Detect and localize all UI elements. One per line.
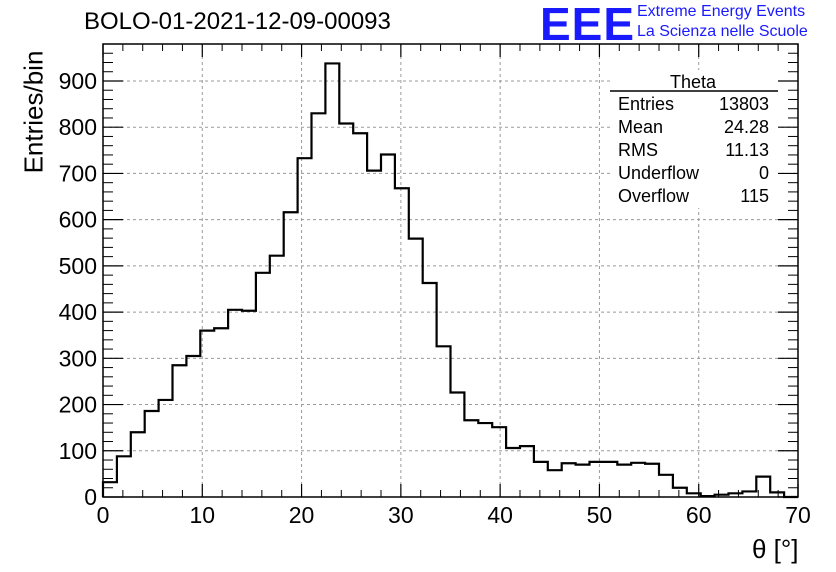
- histogram-bin: [603, 462, 617, 497]
- histogram-bin: [631, 463, 645, 497]
- stats-row-value: 24.28: [724, 117, 769, 137]
- histogram-bin: [381, 154, 395, 497]
- histogram-bin: [298, 158, 312, 497]
- x-tick-label: 0: [97, 502, 110, 528]
- histogram-bin: [325, 63, 339, 497]
- y-tick-label: 500: [59, 253, 97, 279]
- stats-box-background: [610, 70, 778, 208]
- tick-labels: 0 10 20 30 40 50 60 700100200300400500600700800…: [59, 68, 811, 528]
- y-tick-label: 100: [59, 438, 97, 464]
- histogram-bin: [353, 133, 367, 497]
- histogram-bin: [256, 273, 270, 497]
- histogram-bin: [214, 328, 228, 497]
- stats-row-label: Entries: [618, 94, 674, 114]
- stats-header: Theta: [670, 72, 717, 92]
- histogram-bin: [659, 475, 673, 497]
- y-tick-label: 400: [59, 299, 97, 325]
- y-tick-label: 800: [59, 114, 97, 140]
- histogram-bin: [339, 124, 353, 497]
- histogram-bin: [103, 482, 117, 497]
- histogram-bin: [242, 311, 256, 497]
- x-tick-label: 70: [785, 502, 811, 528]
- y-tick-label: 900: [59, 68, 97, 94]
- histogram-bin: [590, 462, 604, 497]
- stats-row-value: 11.13: [725, 140, 769, 160]
- histogram-outline: [101, 62, 798, 499]
- x-tick-label: 30: [388, 502, 414, 528]
- y-tick-label: 0: [84, 484, 97, 510]
- histogram-bin: [673, 488, 687, 497]
- histogram-bin: [145, 411, 159, 497]
- stats-row-label: RMS: [618, 140, 658, 160]
- x-tick-label: 60: [686, 502, 712, 528]
- histogram-bin: [534, 462, 548, 497]
- logo-subtitle-line1: Extreme Energy Events: [637, 3, 806, 20]
- histogram-bin: [506, 448, 520, 497]
- stats-row-label: Underflow: [618, 163, 700, 183]
- stats-row-value: 0: [759, 163, 769, 183]
- histogram-bin: [576, 465, 590, 497]
- x-tick-label: 20: [289, 502, 315, 528]
- histogram-bin: [645, 464, 659, 497]
- histogram-bin: [520, 446, 534, 497]
- histogram-bin: [423, 283, 437, 497]
- histogram-bin: [228, 310, 242, 497]
- stats-row-label: Mean: [618, 117, 663, 137]
- y-tick-label: 200: [59, 392, 97, 418]
- stats-row-value: 115: [740, 186, 769, 206]
- histogram-bin: [159, 400, 173, 497]
- histogram-bin: [464, 420, 478, 497]
- histogram-bin: [173, 365, 187, 497]
- histogram-bin: [131, 432, 145, 497]
- y-tick-label: 600: [59, 207, 97, 233]
- histogram-bin: [451, 393, 465, 497]
- histogram-bin: [186, 356, 200, 497]
- histogram-bin: [409, 239, 423, 497]
- histogram-bin: [117, 456, 131, 497]
- x-tick-label: 40: [487, 502, 513, 528]
- histogram-bin: [284, 212, 298, 497]
- eee-logo: EEE: [540, 0, 636, 50]
- stats-box: Theta Entries 13803 Mean 24.28 RMS 11.13 Under…: [610, 70, 778, 208]
- stats-row-value: 13803: [719, 94, 769, 114]
- histogram-bin: [437, 346, 451, 497]
- histogram-bin: [562, 463, 576, 497]
- histogram-bin: [270, 256, 284, 497]
- histogram-layer: [101, 62, 798, 499]
- y-tick-label: 300: [59, 345, 97, 371]
- plot-frame: [102, 43, 799, 498]
- histogram-bin: [395, 188, 409, 497]
- histogram-bin: [492, 427, 506, 497]
- grid-lines: [103, 44, 798, 497]
- axes: [102, 43, 799, 498]
- y-tick-label: 700: [59, 160, 97, 186]
- stats-row-label: Overflow: [618, 186, 690, 206]
- chart-title: BOLO-01-2021-12-09-00093: [84, 8, 391, 35]
- x-tick-label: 10: [189, 502, 215, 528]
- histogram-bin: [312, 113, 326, 497]
- x-tick-label: 50: [587, 502, 613, 528]
- histogram-bin: [478, 423, 492, 497]
- logo-subtitle-line2: La Scienza nelle Scuole: [637, 23, 808, 40]
- x-axis-label: θ [°]: [752, 534, 799, 564]
